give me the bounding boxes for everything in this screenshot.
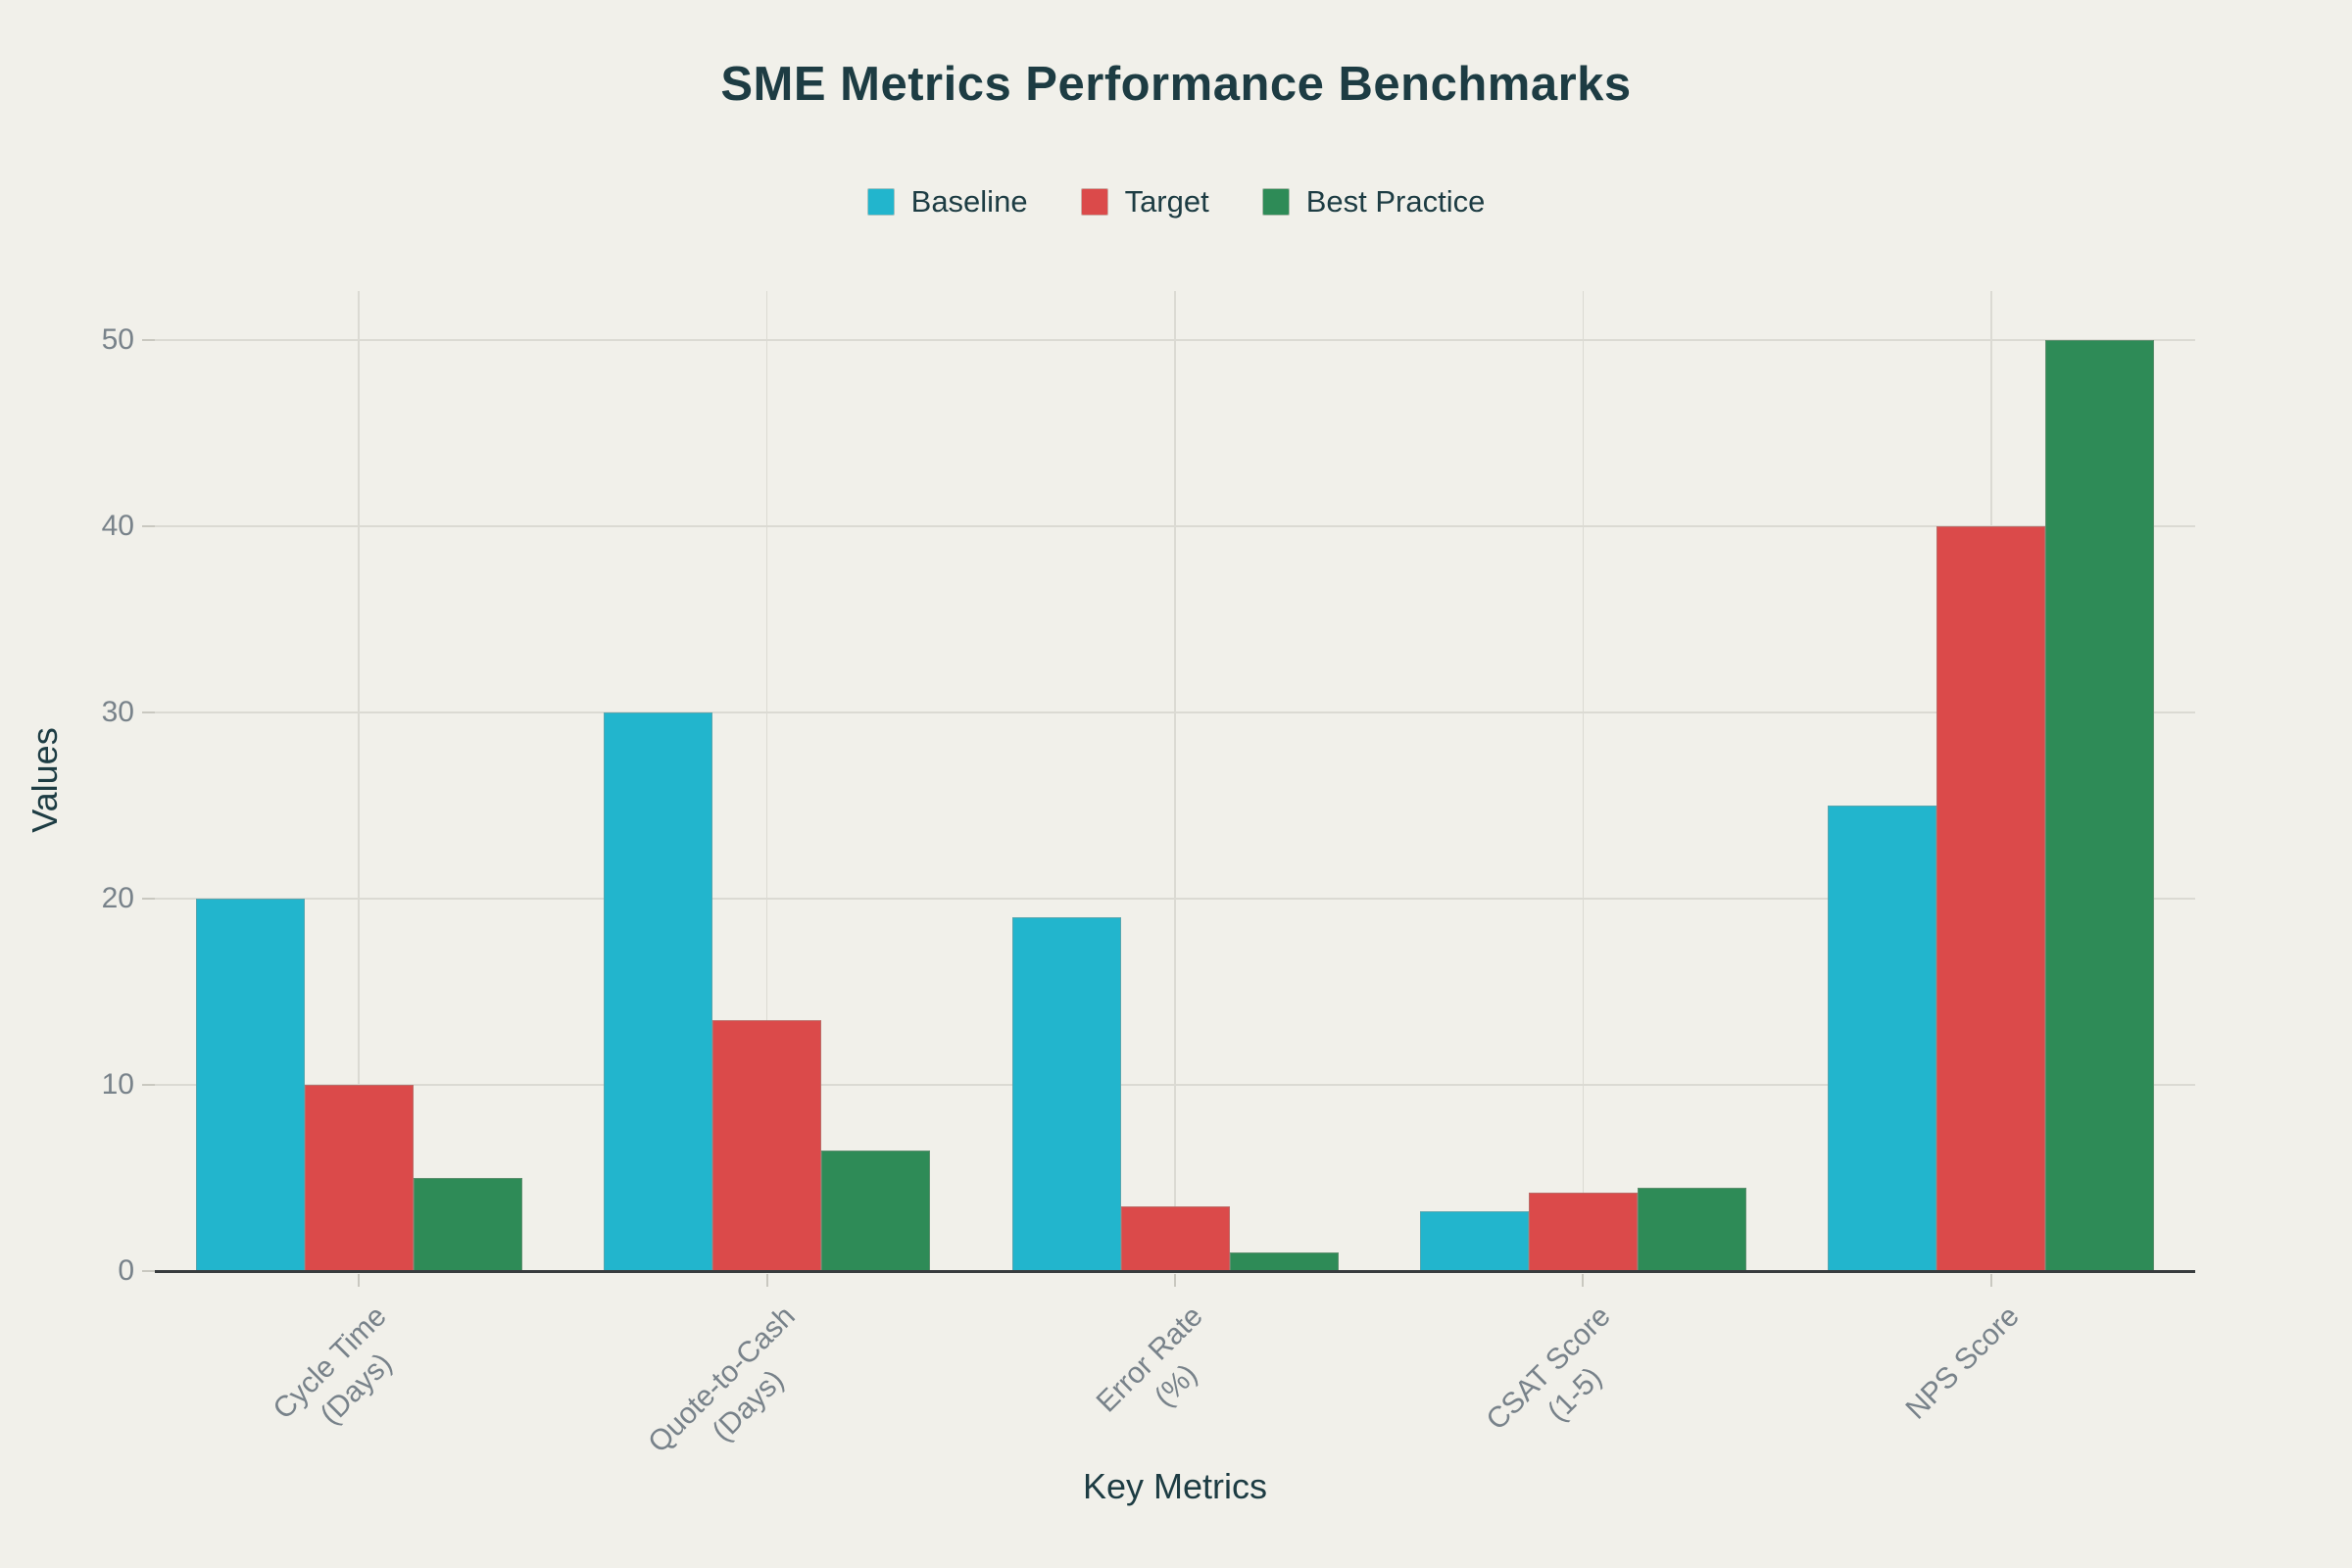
- legend-swatch-best-practice: [1261, 188, 1290, 216]
- bar-baseline-quote-to-cash[interactable]: [604, 712, 713, 1271]
- bar-best-practice-quote-to-cash[interactable]: [821, 1150, 931, 1271]
- y-tick-label-0: 0: [118, 1254, 134, 1287]
- legend-swatch-target: [1080, 188, 1108, 216]
- gridline-x-error-rate: [1174, 291, 1176, 1271]
- gridline-x-csat-score: [1582, 291, 1585, 1271]
- bar-baseline-error-rate[interactable]: [1011, 917, 1121, 1271]
- bar-target-csat-score[interactable]: [1528, 1193, 1638, 1271]
- y-tick-mark-20: [142, 898, 155, 900]
- y-axis-title: Values: [24, 727, 65, 833]
- x-tick-label-error-rate: Error Rate (%): [1090, 1299, 1209, 1419]
- y-tick-mark-50: [142, 339, 155, 341]
- plot-area: [155, 291, 2195, 1273]
- legend: Baseline Target Best Practice: [0, 184, 2352, 220]
- bar-target-nps-score[interactable]: [1936, 526, 2046, 1271]
- x-tick-mark-cycle-time: [358, 1274, 361, 1287]
- y-tick-mark-0: [142, 1270, 155, 1272]
- bar-target-error-rate[interactable]: [1120, 1205, 1230, 1271]
- y-tick-label-20: 20: [101, 882, 134, 914]
- y-tick-label-10: 10: [101, 1068, 134, 1101]
- legend-label-target: Target: [1124, 184, 1209, 219]
- x-tick-label-quote-to-cash: Quote-to-Cash (Days): [641, 1299, 802, 1459]
- y-tick-mark-40: [142, 525, 155, 527]
- legend-swatch-baseline: [866, 188, 895, 216]
- bar-target-quote-to-cash[interactable]: [712, 1019, 822, 1271]
- gridline-x-quote-to-cash: [765, 291, 768, 1271]
- y-tick-label-50: 50: [101, 323, 134, 356]
- y-tick-mark-30: [142, 711, 155, 713]
- x-tick-mark-csat-score: [1582, 1274, 1585, 1287]
- gridline-x-cycle-time: [358, 291, 360, 1271]
- chart-title: SME Metrics Performance Benchmarks: [720, 58, 1632, 111]
- bar-best-practice-csat-score[interactable]: [1637, 1187, 1746, 1271]
- bar-baseline-cycle-time[interactable]: [195, 899, 305, 1271]
- y-tick-label-30: 30: [101, 696, 134, 728]
- x-axis-title: Key Metrics: [1082, 1466, 1268, 1506]
- x-tick-label-anchor-nps-score: NPS Score: [1899, 1298, 2146, 1425]
- x-tick-mark-nps-score: [1989, 1274, 1992, 1287]
- legend-label-best-practice: Best Practice: [1305, 184, 1486, 219]
- legend-item-baseline[interactable]: Baseline: [866, 184, 1028, 220]
- x-axis-line: [155, 1269, 2195, 1273]
- bar-best-practice-error-rate[interactable]: [1229, 1252, 1339, 1271]
- legend-label-baseline: Baseline: [910, 184, 1028, 219]
- y-tick-mark-10: [142, 1084, 155, 1086]
- x-tick-label-nps-score: NPS Score: [1899, 1299, 2026, 1426]
- bar-baseline-csat-score[interactable]: [1419, 1211, 1529, 1271]
- legend-item-target[interactable]: Target: [1080, 184, 1209, 220]
- bar-target-cycle-time[interactable]: [304, 1085, 414, 1271]
- bar-baseline-nps-score[interactable]: [1828, 806, 1937, 1271]
- legend-item-best-practice[interactable]: Best Practice: [1261, 184, 1486, 220]
- x-tick-label-anchor-error-rate: Error Rate (%): [1091, 1298, 1320, 1418]
- x-tick-label-anchor-csat-score: CSAT Score (1-5): [1481, 1298, 1753, 1436]
- y-tick-label-40: 40: [101, 510, 134, 542]
- x-tick-label-cycle-time: Cycle Time (Days): [267, 1299, 399, 1432]
- bar-best-practice-nps-score[interactable]: [2045, 340, 2155, 1271]
- bar-best-practice-cycle-time[interactable]: [413, 1178, 522, 1271]
- x-tick-label-anchor-quote-to-cash: Quote-to-Cash (Days): [642, 1298, 970, 1458]
- x-tick-mark-quote-to-cash: [765, 1274, 768, 1287]
- x-tick-label-csat-score: CSAT Score (1-5): [1480, 1299, 1618, 1437]
- x-tick-label-anchor-cycle-time: Cycle Time (Days): [268, 1298, 514, 1431]
- x-tick-mark-error-rate: [1174, 1274, 1176, 1287]
